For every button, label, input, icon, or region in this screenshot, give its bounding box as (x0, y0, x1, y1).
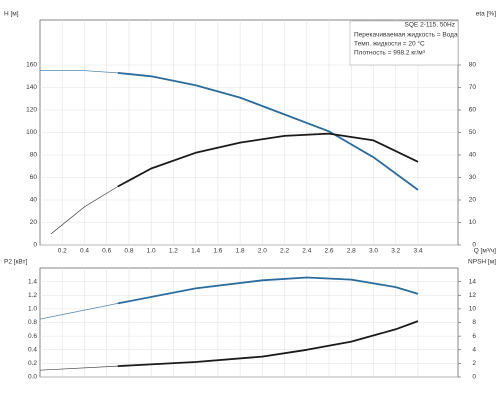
x-tick-label: 0.6 (102, 248, 111, 255)
x-tick-label: 2.6 (325, 248, 334, 255)
y-tick-label: 100 (26, 129, 37, 136)
y-tick-label: 60 (30, 174, 38, 181)
y2-tick-label: 0 (472, 242, 476, 249)
chart-title: SQE 2-115, 50Hz (405, 22, 455, 29)
y-tick-label: 1.2 (28, 292, 37, 299)
y-tick-label: 1.4 (28, 278, 37, 285)
x-tick-label: 2.0 (258, 248, 267, 255)
y2-tick-label: 20 (469, 197, 477, 204)
y-tick-label: 20 (30, 219, 38, 226)
y2-tick-label: 10 (469, 219, 477, 226)
y-tick-label: 40 (30, 197, 38, 204)
x-tick-label: 3.4 (413, 248, 422, 255)
x-tick-label: 1.6 (213, 248, 222, 255)
y2-tick-label: 8 (472, 319, 476, 326)
x-tick-label: 1.4 (191, 248, 200, 255)
y2-tick-label: 14 (469, 278, 477, 285)
y-axis-label: P2 [кВт] (4, 259, 28, 266)
y-tick-label: 0.6 (28, 333, 37, 340)
y2-tick-label: 40 (469, 152, 477, 159)
info-box (349, 20, 459, 66)
x-axis-label: Q [м³/ч] (474, 248, 496, 255)
duty-line (117, 132, 419, 188)
series-line (39, 320, 419, 371)
y2-axis-label: NPSH [м] (468, 259, 496, 266)
x-tick-label: 3.0 (369, 248, 378, 255)
series-line (40, 70, 419, 191)
y2-tick-label: 10 (469, 306, 477, 313)
y2-tick-label: 2 (472, 360, 476, 367)
series-line (50, 133, 419, 235)
y2-tick-label: 6 (472, 333, 476, 340)
duty-line (117, 320, 419, 367)
y2-tick-label: 50 (469, 129, 477, 136)
y-tick-label: 0.8 (28, 319, 37, 326)
y-tick-label: 120 (26, 107, 37, 114)
x-tick-label: 0.4 (80, 248, 89, 255)
y2-tick-label: 12 (469, 292, 477, 299)
y2-tick-label: 60 (469, 107, 477, 114)
y-tick-label: 0 (33, 242, 37, 249)
x-tick-label: 1.2 (169, 248, 178, 255)
y2-tick-label: 70 (469, 84, 477, 91)
y2-tick-label: 80 (469, 62, 477, 69)
duty-line (117, 276, 419, 305)
x-tick-label: 1.0 (147, 248, 156, 255)
x-tick-label: 2.2 (280, 248, 289, 255)
y-tick-label: 1.0 (28, 306, 37, 313)
y2-tick-label: 30 (469, 174, 477, 181)
x-tick-label: 2.4 (302, 248, 311, 255)
info-line: Темп. жидкости = 20 °C (354, 40, 425, 48)
y2-axis-label: eta [%] (476, 11, 496, 18)
x-tick-label: 1.8 (236, 248, 245, 255)
y-axis-label: H [м] (4, 11, 19, 18)
y-tick-label: 0.2 (28, 360, 37, 367)
duty-line (117, 72, 419, 191)
y-tick-label: 140 (26, 84, 37, 91)
x-tick-label: 0.2 (58, 248, 67, 255)
y-tick-label: 0.4 (28, 346, 37, 353)
y-tick-label: 160 (26, 62, 37, 69)
info-line: Перекачиваемая жидкость = Вода (354, 32, 458, 39)
x-tick-label: 0.8 (124, 248, 133, 255)
y2-tick-label: 4 (472, 346, 476, 353)
y2-tick-label: 0 (472, 374, 476, 381)
x-tick-label: 3.2 (391, 248, 400, 255)
x-tick-label: 2.8 (347, 248, 356, 255)
info-line: Плотность = 998.2 кг/м³ (354, 50, 426, 57)
y-tick-label: 80 (30, 152, 38, 159)
y-tick-label: 0.0 (28, 374, 37, 381)
